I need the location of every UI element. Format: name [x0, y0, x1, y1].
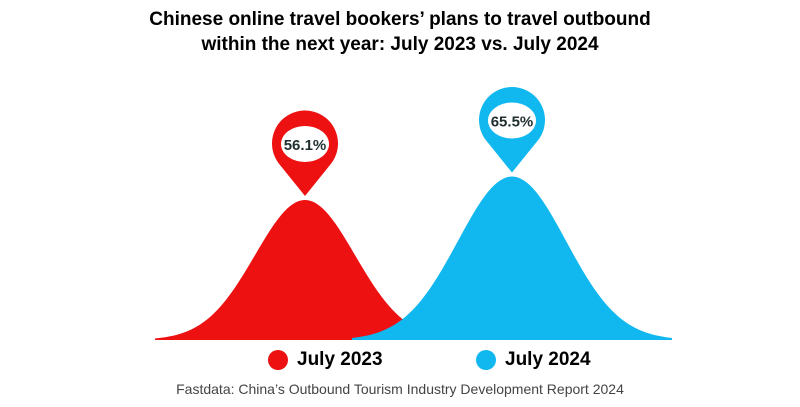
bell-curve-july-2024 [352, 176, 672, 340]
chart-pins: 56.1% 65.5% [271, 87, 545, 196]
legend-dot-july-2023 [268, 350, 288, 370]
chart-curves [155, 176, 672, 340]
legend-item-july-2023: July 2023 [268, 345, 383, 375]
pin-label-background [488, 102, 536, 139]
data-label-july-2024: 65.5% [491, 114, 534, 131]
source-note: Fastdata: China’s Outbound Tourism Indus… [176, 381, 624, 397]
chart-title: Chinese online travel bookers’ plans to … [0, 7, 800, 57]
value-pin-july-2023: 56.1% [271, 110, 338, 196]
data-label-july-2023: 56.1% [284, 137, 327, 154]
chart-title-line-2: within the next year: July 2023 vs. July… [201, 34, 599, 55]
legend-item-july-2024: July 2024 [476, 345, 591, 375]
bell-curve-july-2023 [155, 200, 455, 340]
pin-label-background [281, 126, 329, 162]
legend-dot-july-2024 [476, 350, 496, 370]
legend-label-july-2024: July 2024 [505, 349, 591, 370]
value-pin-july-2024: 65.5% [479, 87, 545, 173]
chart-legend: July 2023 July 2024 [0, 345, 800, 375]
legend-label-july-2023: July 2023 [297, 349, 383, 370]
chart-title-line-1: Chinese online travel bookers’ plans to … [149, 9, 651, 30]
